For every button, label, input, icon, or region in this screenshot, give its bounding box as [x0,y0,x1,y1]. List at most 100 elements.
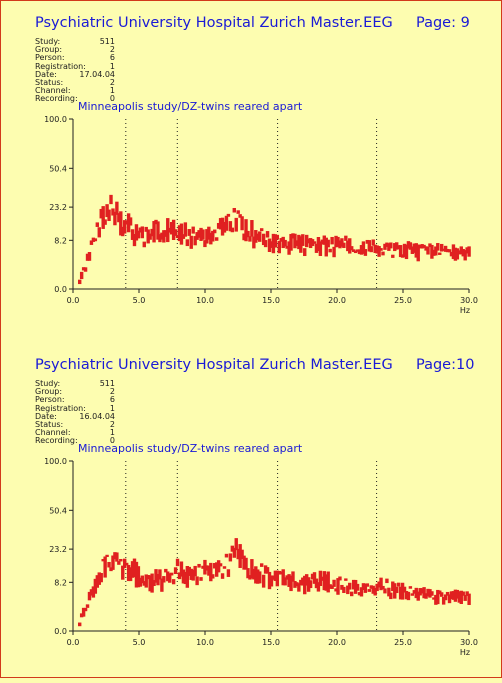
spectrum-bar [461,591,465,596]
spectrum-bar [416,244,420,262]
spectrum-bar [79,613,84,618]
spectrum-bar [126,564,131,582]
spectrum-bar [154,219,158,225]
spectrum-bar [455,248,460,260]
meta-label: Registration: [35,61,86,71]
spectrum-bar [400,582,405,600]
spectrum-bar [391,581,395,592]
spectrum-bar [412,590,417,594]
meta-value: 6 [109,395,115,405]
spectrum-bar [111,555,115,570]
spectrum-bar [115,552,119,562]
spectrum-bar [89,589,94,596]
spectrum-bar [119,211,123,236]
meta-row-status: Status: 2 [35,420,115,429]
spectrum-bar [181,234,186,239]
spectrum-bar [148,575,152,592]
spectrum-bar [109,567,113,572]
spectrum-bar [228,553,233,562]
spectrum-bar [287,241,291,255]
spectrum-bar [132,233,137,247]
spectrum-bar [79,271,84,280]
spectrum-bar [424,593,428,599]
spectrum-bar [146,229,150,244]
spectrum-bar [351,249,356,252]
spectrum-bar [322,235,326,245]
spectrum-bar [281,569,285,586]
spectrum-bar [387,243,391,251]
spectrum-bar [265,567,270,574]
spectrum-bar [201,229,205,240]
spectrum-bar [301,234,305,246]
spectrum-bar [105,204,109,218]
spectrum-series [78,538,471,627]
spectrum-bar [357,249,362,255]
spectrum-bar [211,230,215,242]
spectrum-bar [406,241,411,249]
y-tick-label: 100.0 [44,457,67,466]
meta-value: 1 [109,428,115,438]
spectrum-bar [449,591,454,600]
spectrum-bar [332,246,336,258]
x-tick-label: 10.0 [196,638,214,647]
spectrum-bar [238,544,242,568]
spectrum-bar [402,243,407,258]
spectrum-bar [113,552,117,560]
meta-row-registration: Registration: 1 [35,61,115,71]
spectrum-bar [179,561,184,577]
spectrum-bar [256,569,260,584]
chart-subtitle: Minneapolis study/DZ-twins reared apart [78,100,303,113]
spectrum-bar [406,591,411,601]
eeg-panel-page-9: Psychiatric University Hospital Zurich M… [1,1,501,341]
metadata-block: Study: 511 Group: 2 Person: 6 Registration:… [35,379,115,446]
spectrum-bar [132,558,137,578]
spectrum-bar [404,244,409,260]
spectrum-bar [234,217,238,232]
spectrum-bar [244,219,248,242]
meta-value: 1 [109,61,115,71]
spectrum-bar [351,579,356,590]
meta-row-channel: Channel: 1 [35,428,115,438]
spectrum-bar [158,569,162,580]
header-title: Psychiatric University Hospital Zurich M… [35,357,393,373]
spectrum-bar [436,589,440,605]
spectrum-bar [371,239,375,246]
meta-row-channel: Channel: 1 [35,86,115,95]
x-tick-label: 0.0 [67,296,80,305]
spectrum-bar [273,570,278,581]
spectrum-bar [191,226,195,234]
spectrum-bar [269,241,274,248]
spectrum-bar [205,229,209,244]
spectrum-bar [299,579,303,586]
meta-value: 0 [109,94,115,104]
spectrum-bar [119,558,123,562]
spectrum-bar [103,219,107,225]
spectrum-bar [252,236,256,249]
meta-row-recording: Recording: 0 [35,437,115,445]
spectrum-bar [330,236,334,245]
x-tick-label: 20.0 [328,638,346,647]
spectrum-bar [205,565,209,571]
spectrum-bar [263,240,268,248]
x-axis-unit-label: Hz [460,648,470,657]
page-number: Page: 9 [416,15,470,31]
spectrum-bar [248,575,252,580]
spectrum-bar [373,587,377,596]
spectrum-bar [261,574,266,588]
spectrum-bar [375,245,379,254]
spectrum-bar [396,245,401,250]
spectrum-bar [140,226,145,239]
spectrum-bar [177,572,182,580]
meta-label: Recording: [35,436,78,446]
spectrum-bar [273,234,278,248]
spectrum-bar [101,206,105,229]
spectrum-bar [398,245,403,258]
spectrum-bar [171,579,176,585]
spectrum-bar [168,573,172,583]
spectrum-bar [303,248,307,257]
spectrum-bar [283,239,287,247]
spectrum-bar [338,576,342,581]
spectrum-bar [236,548,240,560]
page-number: Page:10 [416,357,475,373]
